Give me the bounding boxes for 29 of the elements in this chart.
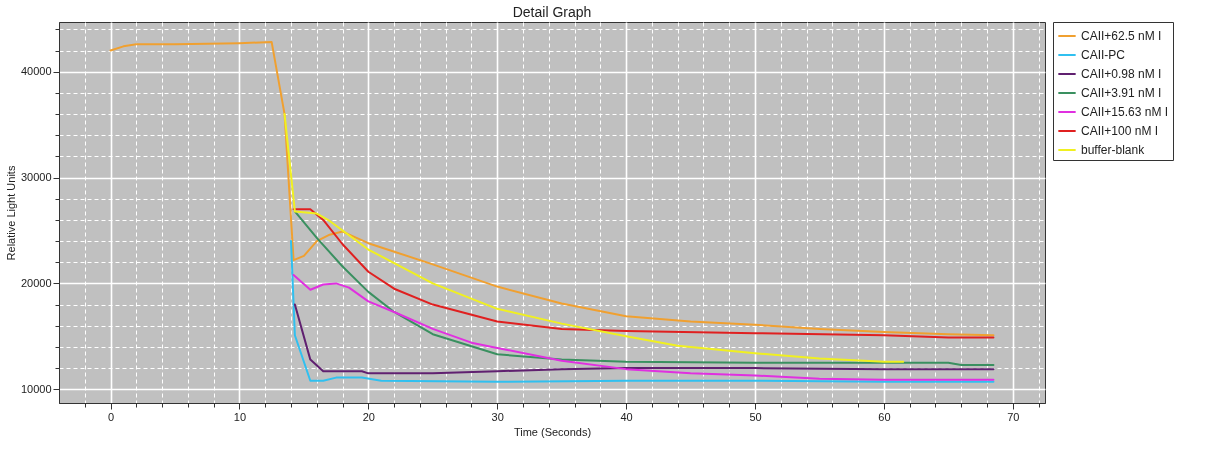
line-series bbox=[292, 273, 995, 381]
x-tick-label: 10 bbox=[233, 410, 247, 423]
legend-label: CAII-PC bbox=[1081, 48, 1126, 62]
x-axis-title: Time (Seconds) bbox=[513, 425, 592, 438]
line-series bbox=[293, 303, 995, 375]
line-series bbox=[290, 240, 995, 383]
legend-label: CAII+3.91 nM I bbox=[1081, 86, 1162, 100]
chart-title: Detail Graph bbox=[512, 3, 592, 20]
x-tick-label: 60 bbox=[878, 410, 891, 423]
x-tick-label: 20 bbox=[362, 410, 375, 423]
y-tick-label: 40000 bbox=[20, 65, 52, 78]
legend-label: CAII+62.5 nM I bbox=[1081, 29, 1162, 43]
legend-label: CAII+100 nM I bbox=[1081, 124, 1159, 138]
legend-label: CAII+15.63 nM I bbox=[1081, 105, 1169, 119]
y-tick-label: 20000 bbox=[20, 276, 52, 289]
y-tick-label: 10000 bbox=[20, 382, 52, 395]
x-tick-label: 30 bbox=[491, 410, 504, 423]
x-tick-label: 40 bbox=[620, 410, 633, 423]
legend-label: buffer-blank bbox=[1081, 143, 1146, 157]
line-series bbox=[109, 41, 995, 337]
line-series bbox=[283, 113, 905, 363]
x-tick-label: 70 bbox=[1007, 410, 1020, 423]
x-tick-label: 0 bbox=[107, 410, 115, 423]
line-series bbox=[292, 208, 995, 339]
y-tick-label: 30000 bbox=[20, 171, 52, 184]
y-axis-title: Relative Light Units bbox=[4, 165, 17, 261]
line-series bbox=[293, 210, 995, 366]
x-tick-label: 50 bbox=[749, 410, 762, 423]
legend-label: CAII+0.98 nM I bbox=[1081, 67, 1162, 81]
